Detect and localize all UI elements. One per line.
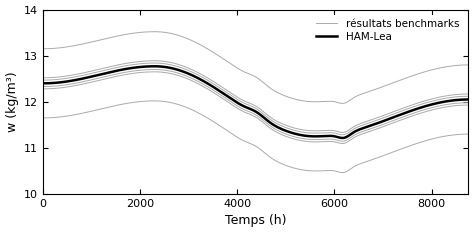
- HAM-Lea: [333, 135, 338, 138]
- Y-axis label: w (kg/m³): w (kg/m³): [6, 72, 18, 132]
- HAM-Lea: [40, 82, 46, 85]
- Line: HAM-Lea: HAM-Lea: [43, 66, 468, 138]
- HAM-Lea: [381, 120, 386, 123]
- HAM-Lea: [373, 123, 378, 125]
- résultats benchmarks: [213, 122, 219, 124]
- X-axis label: Temps (h): Temps (h): [225, 214, 286, 227]
- résultats benchmarks: [40, 116, 46, 119]
- HAM-Lea: [339, 137, 345, 139]
- HAM-Lea: [228, 97, 234, 100]
- résultats benchmarks: [381, 154, 386, 157]
- résultats benchmarks: [339, 171, 345, 174]
- HAM-Lea: [152, 65, 157, 68]
- HAM-Lea: [465, 98, 471, 101]
- Line: résultats benchmarks: résultats benchmarks: [43, 101, 468, 173]
- HAM-Lea: [84, 76, 90, 79]
- résultats benchmarks: [152, 99, 157, 102]
- résultats benchmarks: [333, 170, 338, 172]
- HAM-Lea: [213, 87, 219, 90]
- résultats benchmarks: [228, 132, 234, 134]
- Legend: résultats benchmarks, HAM-Lea: résultats benchmarks, HAM-Lea: [312, 15, 463, 46]
- résultats benchmarks: [84, 111, 90, 114]
- résultats benchmarks: [373, 157, 378, 160]
- résultats benchmarks: [465, 133, 471, 135]
